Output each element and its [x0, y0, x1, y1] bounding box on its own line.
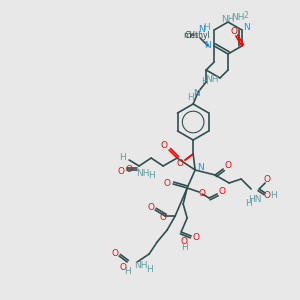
- Text: O: O: [264, 176, 271, 184]
- Text: O: O: [177, 158, 184, 167]
- Text: O: O: [193, 232, 200, 242]
- Text: O: O: [148, 203, 154, 212]
- Text: 2: 2: [244, 11, 248, 20]
- Text: H: H: [119, 154, 125, 163]
- Text: H: H: [245, 199, 251, 208]
- Text: H: H: [181, 244, 188, 253]
- Text: N: N: [244, 23, 250, 32]
- Text: H: H: [270, 191, 277, 200]
- Text: O: O: [120, 263, 127, 272]
- Text: O: O: [164, 179, 171, 188]
- Text: O: O: [199, 190, 206, 199]
- Text: NH: NH: [205, 76, 219, 85]
- Text: N: N: [197, 163, 203, 172]
- Text: NH: NH: [134, 262, 148, 271]
- Text: N: N: [198, 26, 205, 34]
- Text: H: H: [201, 77, 207, 86]
- Text: O: O: [112, 248, 118, 257]
- Text: H: H: [124, 268, 130, 277]
- Text: O: O: [219, 188, 226, 196]
- Text: N: N: [204, 41, 211, 50]
- Text: H: H: [148, 172, 154, 181]
- Text: O: O: [126, 166, 133, 175]
- Text: O: O: [230, 28, 237, 37]
- Text: O: O: [118, 167, 124, 176]
- Text: HN: HN: [248, 194, 262, 203]
- Text: methyl: methyl: [183, 31, 209, 40]
- Text: N: N: [193, 89, 200, 98]
- Text: O: O: [160, 214, 167, 223]
- Text: NH: NH: [231, 14, 245, 22]
- Text: NH: NH: [221, 16, 235, 25]
- Text: H: H: [146, 266, 152, 274]
- Text: O: O: [264, 190, 271, 200]
- Text: O: O: [225, 161, 232, 170]
- Text: CH₃: CH₃: [185, 32, 199, 40]
- Text: NH: NH: [136, 169, 150, 178]
- Text: H: H: [187, 94, 194, 103]
- Text: H: H: [203, 23, 209, 32]
- Text: O: O: [160, 142, 168, 151]
- Text: O: O: [181, 238, 188, 247]
